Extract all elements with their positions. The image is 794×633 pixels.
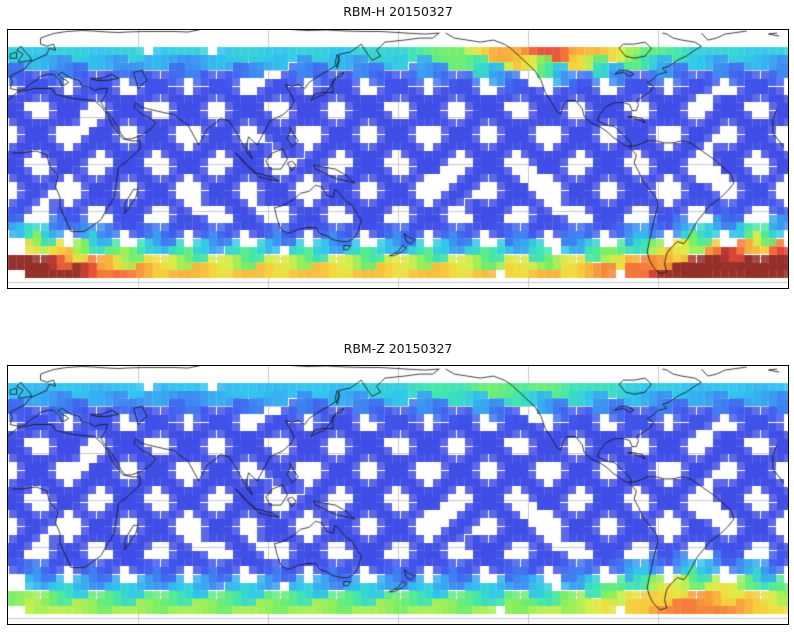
panel-title-rbm-z: RBM-Z 20150327 (343, 341, 453, 356)
map-canvas-rbm-h (7, 29, 789, 289)
map-canvas-rbm-z (7, 365, 789, 625)
panel-title-rbm-h: RBM-H 20150327 (343, 4, 453, 19)
